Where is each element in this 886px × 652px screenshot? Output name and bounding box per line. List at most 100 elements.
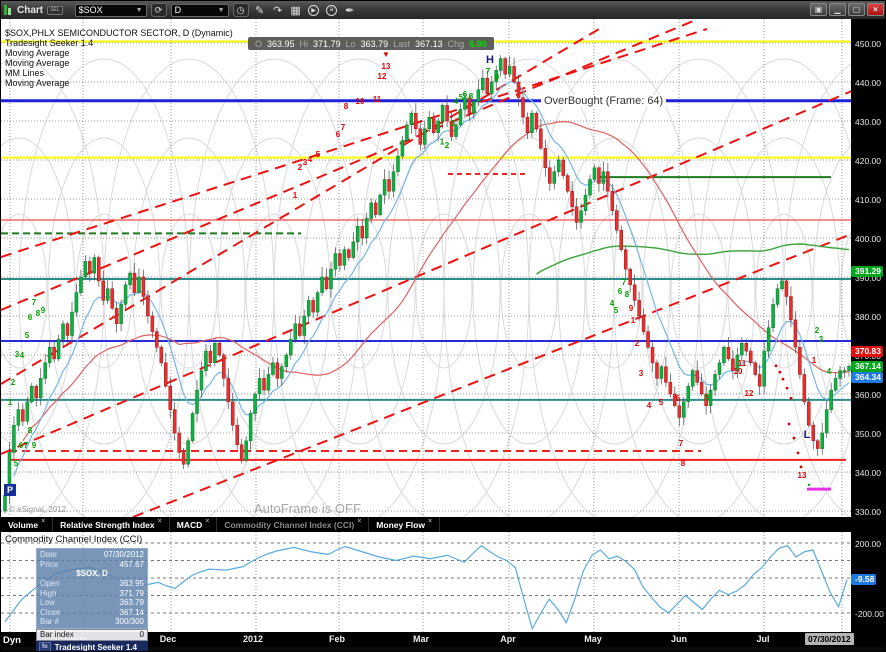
refresh-button[interactable]: ⟳: [150, 3, 167, 17]
svg-text:8: 8: [36, 309, 41, 318]
tooltip-footer: fo Tradesight Seeker 1.4: [36, 640, 148, 651]
auto-circle-icon: a: [326, 4, 338, 16]
axis-tick-label: 350.00: [855, 429, 881, 439]
svg-text:6: 6: [676, 394, 681, 403]
quote-board-button[interactable]: ▦: [289, 3, 303, 17]
svg-text:5: 5: [14, 459, 19, 468]
tooltip-body: Date 07/30/2012 Price 457.67 $SOX, D Open 363.…: [36, 548, 148, 629]
draw-tools-button[interactable]: ✎: [253, 3, 267, 17]
high-value: 371.79: [313, 38, 341, 49]
maximize-button[interactable]: ▢: [848, 3, 865, 16]
svg-text:6: 6: [19, 441, 24, 450]
svg-text:9: 9: [495, 73, 500, 82]
axis-tick-label: 390.00: [855, 273, 881, 283]
tab-close-icon[interactable]: ×: [41, 518, 46, 525]
svg-text:7: 7: [32, 298, 37, 307]
svg-text:6: 6: [618, 287, 623, 296]
tooltip-row: Date 07/30/2012: [40, 550, 144, 559]
legend-study-item: Tradesight Seeker 1.4: [5, 38, 94, 48]
date-label: Jun: [670, 634, 688, 644]
time-button[interactable]: ◷: [232, 3, 249, 17]
svg-text:3: 3: [451, 119, 456, 128]
symbol-combobox[interactable]: $SOX ▼: [74, 3, 147, 17]
indicator-tab-money-flow[interactable]: Money Flow ×: [369, 517, 441, 532]
axis-tick-label: 420.00: [855, 156, 881, 166]
svg-text:10: 10: [734, 367, 743, 376]
style-button[interactable]: ✒: [343, 3, 357, 17]
svg-text:9: 9: [41, 306, 46, 315]
svg-text:1: 1: [631, 316, 636, 325]
svg-text:3: 3: [819, 335, 824, 344]
svg-text:11: 11: [738, 359, 747, 368]
minimize-button[interactable]: ▁: [829, 3, 846, 16]
open-label: O: [255, 38, 263, 49]
axis-tick-label: 360.00: [855, 390, 881, 400]
svg-text:5: 5: [459, 93, 464, 102]
tab-close-icon[interactable]: ×: [427, 518, 433, 525]
svg-text:13: 13: [382, 62, 391, 71]
indicator-tab-macd[interactable]: MACD ×: [170, 517, 218, 532]
svg-text:2: 2: [815, 326, 820, 335]
high-label: Hi: [299, 38, 309, 49]
restore-button[interactable]: ▣: [810, 3, 827, 16]
svg-text:•: •: [808, 481, 811, 490]
close-button[interactable]: ×: [867, 3, 884, 16]
autoframe-status: AutoFrame is OFF: [254, 501, 361, 516]
interval-combobox[interactable]: D ▼: [170, 3, 229, 17]
auto-button[interactable]: a: [325, 3, 339, 17]
tab-close-icon[interactable]: ×: [357, 518, 362, 525]
svg-text:11: 11: [373, 95, 382, 104]
svg-text:4: 4: [610, 299, 615, 308]
svg-text:3: 3: [303, 158, 308, 167]
axis-tick-label: 400.00: [855, 234, 881, 244]
last-value: 367.13: [415, 38, 443, 49]
svg-text:2: 2: [445, 141, 450, 150]
indicator-tab-volume[interactable]: Volume ×: [1, 517, 54, 532]
cci-panel-title: Commodity Channel Index (CCI): [5, 534, 143, 545]
svg-text:4: 4: [308, 155, 313, 164]
quote-board-icon: ▦: [290, 4, 301, 17]
replay-button[interactable]: ▶: [307, 3, 321, 17]
svg-text:13: 13: [798, 471, 807, 480]
axis-tick-label: 200.00: [855, 539, 881, 549]
legend-study-item: MM Lines: [5, 68, 45, 78]
indicator-tab-relative-strength-index[interactable]: Relative Strength Index ×: [53, 517, 170, 532]
svg-text:8: 8: [28, 426, 33, 435]
svg-text:6: 6: [336, 130, 341, 139]
tooltip-row: Price 457.67: [40, 559, 144, 569]
svg-text:9: 9: [32, 441, 37, 450]
price-axis[interactable]: 450.00 440.00 430.00 420.00 410.00 400.00 390.…: [851, 19, 885, 651]
bar-index-label: Bar index: [40, 629, 74, 639]
dynamic-mode-label: Dyn: [3, 635, 21, 646]
svg-text:7: 7: [622, 278, 627, 287]
date-label: May: [584, 634, 602, 644]
play-circle-icon: ▶: [308, 4, 320, 16]
tab-close-icon[interactable]: ×: [205, 518, 210, 525]
window-bottom-edge: [1, 647, 885, 651]
svg-text:7: 7: [341, 123, 346, 132]
cursor-data-tooltip: Date 07/30/2012 Price 457.67 $SOX, D Open 363.…: [36, 548, 148, 651]
bar-index-value: 0: [139, 629, 144, 639]
legend-study-item: Moving Average: [5, 48, 70, 58]
date-label: Jul: [756, 634, 770, 644]
svg-text:4: 4: [827, 367, 832, 376]
copyright-text: © eSignal, 2012: [9, 505, 67, 514]
legend-study-item: Moving Average: [5, 58, 70, 68]
chart-legend: $SOX,PHLX SEMICONDUCTOR SECTOR, D (Dynam…: [5, 28, 233, 88]
axis-tick-label: -200.00: [855, 609, 884, 619]
redo-arrow-icon: ↷: [272, 4, 283, 17]
redo-button[interactable]: ↷: [271, 3, 285, 17]
date-label: 2012: [242, 634, 264, 644]
svg-text:L: L: [804, 429, 811, 441]
svg-text:8: 8: [625, 290, 630, 299]
chart-title: $SOX,PHLX SEMICONDUCTOR SECTOR, D (Dynam…: [5, 28, 233, 38]
indicator-tab-commodity-channel-index-cci-[interactable]: Commodity Channel Index (CCI) ×: [217, 517, 370, 532]
svg-text:2: 2: [298, 163, 303, 172]
tab-close-icon[interactable]: ×: [157, 518, 162, 525]
svg-text:1: 1: [293, 191, 298, 200]
tooltip-row: Bar #300/300: [40, 617, 144, 626]
tooltip-row: Low 363.79: [40, 598, 144, 607]
chart-surface[interactable]: [1, 19, 851, 651]
fo-mini-button[interactable]: fo: [39, 641, 51, 651]
